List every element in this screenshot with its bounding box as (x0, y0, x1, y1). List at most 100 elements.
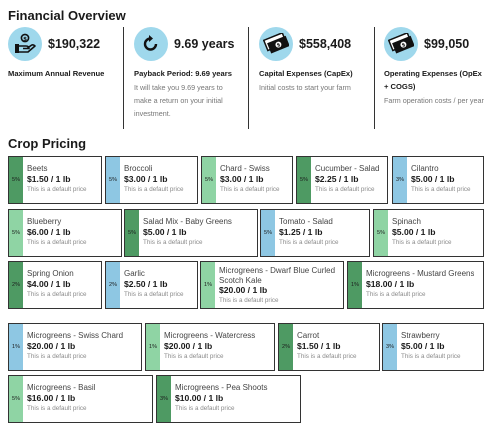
divider (123, 27, 124, 129)
crop-default-note: This is a default price (124, 291, 184, 298)
payback-period-description: It will take you 9.69 years to make a re… (134, 83, 223, 118)
crop-card[interactable]: 5% Chard - Swiss $3.00 / 1 lb This is a def… (201, 156, 293, 204)
crop-card-body: Blueberry $6.00 / 1 lb This is a default p… (23, 210, 87, 256)
crop-card-body: Cucumber - Salad $2.25 / 1 lb This is a de… (311, 157, 379, 203)
crop-card-body: Strawberry $5.00 / 1 lb This is a default … (397, 324, 461, 370)
crop-share-strip: 3% (383, 324, 397, 370)
crop-share-strip: 5% (374, 210, 388, 256)
crop-default-note: This is a default price (219, 297, 279, 304)
crop-price: $5.00 / 1 lb (411, 174, 455, 184)
crop-share-strip: 5% (297, 157, 311, 203)
crop-card[interactable]: 5% Microgreens - Basil $16.00 / 1 lb This i… (8, 375, 153, 423)
crop-price: $20.00 / 1 lb (164, 341, 213, 351)
refresh-icon (134, 27, 168, 61)
crop-price: $16.00 / 1 lb (27, 393, 76, 403)
opex-description: Farm operation costs / per year (384, 96, 484, 105)
crop-name: Broccoli (124, 164, 153, 173)
crop-default-note: This is a default price (124, 186, 184, 193)
crop-name: Tomato - Salad (279, 217, 333, 226)
crop-share-strip: 1% (9, 324, 23, 370)
max-annual-revenue-label: Maximum Annual Revenue (8, 69, 105, 78)
metric-opex: $ $99,050 Operating Expenses (OpEx + COG… (384, 27, 488, 107)
crop-card[interactable]: 5% Cucumber - Salad $2.25 / 1 lb This is a … (296, 156, 388, 204)
crop-share-strip: 2% (279, 324, 293, 370)
crop-default-note: This is a default price (143, 239, 203, 246)
crop-card[interactable]: 1% Microgreens - Mustard Greens $18.00 / 1… (347, 261, 484, 309)
crop-name: Salad Mix - Baby Greens (143, 217, 232, 226)
crop-share-strip: 5% (261, 210, 275, 256)
crop-card[interactable]: 5% Blueberry $6.00 / 1 lb This is a default… (8, 209, 122, 257)
crop-price: $5.00 / 1 lb (392, 227, 436, 237)
crop-price: $1.50 / 1 lb (27, 174, 71, 184)
crop-share-strip: 1% (348, 262, 362, 308)
opex-label: Operating Expenses (OpEx + COGS) (384, 69, 482, 91)
crop-name: Microgreens - Pea Shoots (175, 383, 268, 392)
crop-price: $2.25 / 1 lb (315, 174, 359, 184)
crop-default-note: This is a default price (401, 353, 461, 360)
svg-text:$: $ (276, 42, 282, 49)
crop-card-body: Chard - Swiss $3.00 / 1 lb This is a defau… (216, 157, 280, 203)
crop-card-body: Microgreens - Dwarf Blue Curled Scotch K… (215, 262, 343, 308)
crop-card[interactable]: 3% Strawberry $5.00 / 1 lb This is a defaul… (382, 323, 484, 371)
crop-name: Beets (27, 164, 48, 173)
crop-card[interactable]: 2% Carrot $1.50 / 1 lb This is a default pr… (278, 323, 380, 371)
crop-price: $20.00 / 1 lb (219, 285, 268, 295)
crop-share-strip: 2% (9, 262, 23, 308)
crop-card[interactable]: 3% Cilantro $5.00 / 1 lb This is a default … (392, 156, 484, 204)
crop-price: $5.00 / 1 lb (143, 227, 187, 237)
crop-card[interactable]: 3% Microgreens - Pea Shoots $10.00 / 1 lb T… (156, 375, 301, 423)
crop-card-body: Microgreens - Pea Shoots $10.00 / 1 lb Thi… (171, 376, 268, 422)
crop-price: $4.00 / 1 lb (27, 279, 71, 289)
crop-share-strip: 1% (146, 324, 160, 370)
crop-card[interactable]: 1% Microgreens - Watercress $20.00 / 1 lb T… (145, 323, 275, 371)
crop-card[interactable]: 5% Salad Mix - Baby Greens $5.00 / 1 lb Thi… (124, 209, 258, 257)
crop-card-body: Broccoli $3.00 / 1 lb This is a default pr… (120, 157, 184, 203)
crop-card[interactable]: 1% Microgreens - Swiss Chard $20.00 / 1 lb… (8, 323, 142, 371)
crop-name: Microgreens - Mustard Greens (366, 269, 475, 278)
crop-card[interactable]: 5% Beets $1.50 / 1 lb This is a default pri… (8, 156, 102, 204)
crop-card[interactable]: 5% Spinach $5.00 / 1 lb This is a default p… (373, 209, 484, 257)
crop-share-strip: 5% (202, 157, 216, 203)
crop-default-note: This is a default price (279, 239, 339, 246)
crop-price: $6.00 / 1 lb (27, 227, 71, 237)
crop-share-strip: 5% (9, 376, 23, 422)
crop-card[interactable]: 2% Spring Onion $4.00 / 1 lb This is a defa… (8, 261, 102, 309)
crop-default-note: This is a default price (27, 405, 87, 412)
max-annual-revenue-value: $190,322 (48, 37, 101, 51)
crop-share-strip: 2% (106, 262, 120, 308)
crop-share-strip: 3% (393, 157, 407, 203)
crop-card-body: Cilantro $5.00 / 1 lb This is a default pr… (407, 157, 471, 203)
crop-default-note: This is a default price (297, 353, 357, 360)
crop-card[interactable]: 1% Microgreens - Dwarf Blue Curled Scotch… (200, 261, 344, 309)
crop-price: $1.50 / 1 lb (297, 341, 341, 351)
crop-card[interactable]: 5% Tomato - Salad $1.25 / 1 lb This is a de… (260, 209, 370, 257)
crop-card-body: Carrot $1.50 / 1 lb This is a default pric… (293, 324, 357, 370)
crop-price: $3.00 / 1 lb (124, 174, 168, 184)
crop-price: $18.00 / 1 lb (366, 279, 415, 289)
crop-price: $3.00 / 1 lb (220, 174, 264, 184)
crop-name: Chard - Swiss (220, 164, 270, 173)
money-bills-icon: $ (259, 27, 293, 61)
crop-default-note: This is a default price (164, 353, 224, 360)
crop-name: Microgreens - Swiss Chard (27, 331, 124, 340)
divider (248, 27, 249, 129)
opex-value: $99,050 (424, 37, 470, 51)
crop-name: Spring Onion (27, 269, 74, 278)
crop-default-note: This is a default price (392, 239, 452, 246)
crop-name: Spinach (392, 217, 421, 226)
crop-card[interactable]: 2% Garlic $2.50 / 1 lb This is a default pr… (105, 261, 198, 309)
crop-name: Cilantro (411, 164, 439, 173)
crop-card-body: Microgreens - Basil $16.00 / 1 lb This is … (23, 376, 95, 422)
metric-payback-period: 9.69 years Payback Period: 9.69 years It… (134, 27, 240, 120)
crop-card-body: Beets $1.50 / 1 lb This is a default price (23, 157, 87, 203)
crop-card-body: Microgreens - Mustard Greens $18.00 / 1 l… (362, 262, 474, 308)
crop-default-note: This is a default price (411, 186, 471, 193)
crop-name: Microgreens - Basil (27, 383, 96, 392)
svg-text:$: $ (23, 36, 27, 42)
capex-value: $558,408 (299, 37, 352, 51)
crop-share-strip: 5% (9, 210, 23, 256)
crop-card[interactable]: 5% Broccoli $3.00 / 1 lb This is a default … (105, 156, 198, 204)
payback-period-label: Payback Period: 9.69 years (134, 69, 232, 78)
crop-price: $2.50 / 1 lb (124, 279, 168, 289)
capex-label: Capital Expenses (CapEx) (259, 69, 353, 78)
